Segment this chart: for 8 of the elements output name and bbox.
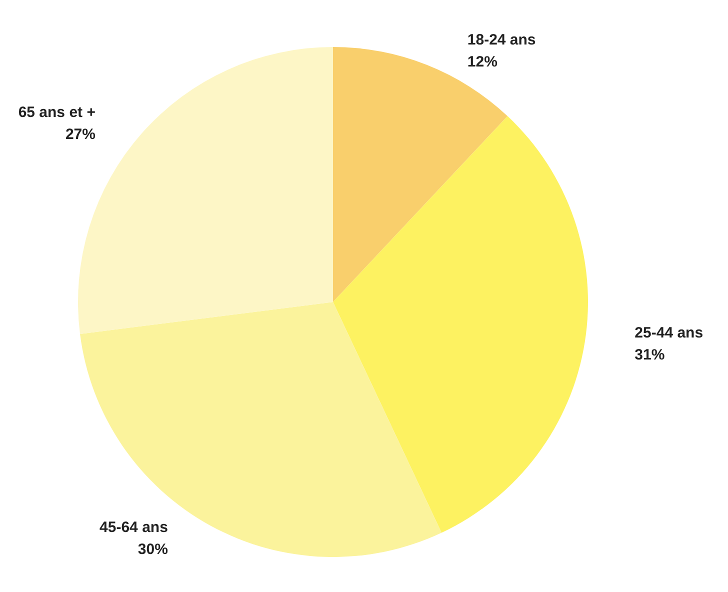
slice-label: 65 ans et + bbox=[18, 104, 96, 121]
data-label: 31% bbox=[634, 346, 665, 364]
slice-label: 18-24 ans bbox=[467, 31, 536, 48]
slice-label: 45-64 ans bbox=[100, 519, 168, 536]
data-label: 30% bbox=[138, 541, 168, 558]
data-label: 27% bbox=[65, 126, 96, 143]
data-label: 12% bbox=[467, 53, 498, 70]
slice-label: 25-44 ans bbox=[634, 324, 704, 342]
